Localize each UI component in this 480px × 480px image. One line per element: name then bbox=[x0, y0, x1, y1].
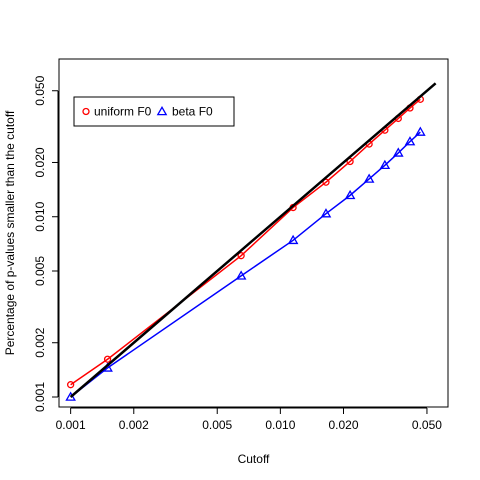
reference-line bbox=[69, 82, 437, 398]
x-tick-label: 0.050 bbox=[412, 418, 442, 432]
legend-label: uniform F0 bbox=[94, 105, 152, 119]
x-tick-label: 0.002 bbox=[119, 418, 149, 432]
x-tick-label: 0.001 bbox=[56, 418, 86, 432]
data-point bbox=[346, 157, 354, 166]
data-point bbox=[287, 234, 299, 245]
data-point bbox=[66, 381, 75, 389]
data-point bbox=[320, 208, 332, 218]
x-axis-title: Cutoff bbox=[238, 452, 270, 466]
legend-label: beta F0 bbox=[172, 105, 213, 119]
data-point bbox=[235, 270, 247, 280]
y-axis-title: Percentage of p-values smaller than the … bbox=[3, 110, 17, 355]
y-tick-label: 0.010 bbox=[33, 201, 47, 231]
data-point bbox=[237, 252, 245, 260]
data-point bbox=[392, 147, 404, 157]
data-point bbox=[363, 173, 375, 183]
data-point bbox=[379, 159, 391, 170]
x-axis: 0.001 0.002 0.005 0.010 0.020 0.050 bbox=[56, 407, 442, 432]
x-tick-label: 0.010 bbox=[265, 418, 295, 432]
legend: uniform F0 beta F0 bbox=[73, 96, 235, 127]
data-point bbox=[344, 189, 356, 200]
data-point bbox=[415, 126, 426, 136]
series-layer bbox=[65, 82, 437, 401]
y-tick-label: 0.002 bbox=[33, 327, 47, 357]
data-point bbox=[404, 136, 416, 146]
data-point bbox=[103, 355, 112, 363]
y-tick-label: 0.020 bbox=[33, 147, 47, 177]
x-tick-label: 0.020 bbox=[328, 418, 358, 432]
series-line bbox=[70, 131, 421, 398]
legend-box bbox=[73, 96, 235, 127]
plot-frame bbox=[58, 58, 449, 408]
x-tick-label: 0.005 bbox=[202, 418, 232, 432]
y-tick-label: 0.050 bbox=[33, 75, 47, 105]
legend-marker bbox=[82, 107, 90, 116]
legend-marker bbox=[156, 105, 168, 116]
y-tick-label: 0.005 bbox=[33, 256, 47, 286]
y-axis: 0.001 0.002 0.005 0.010 0.020 0.050 bbox=[33, 75, 59, 412]
data-point bbox=[322, 178, 330, 186]
y-tick-label: 0.001 bbox=[33, 382, 47, 412]
